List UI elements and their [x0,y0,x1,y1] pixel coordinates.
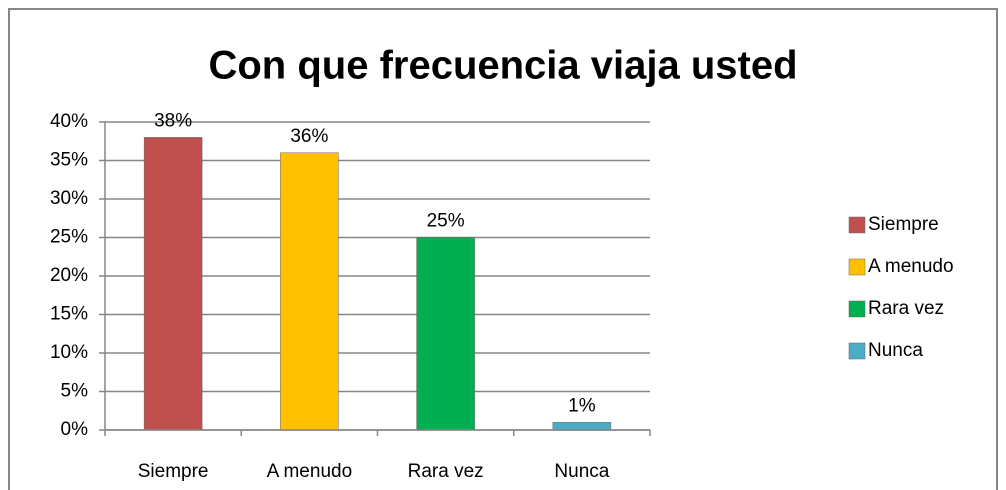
data-label: 38% [154,110,192,131]
legend-label: Nunca [868,340,923,361]
y-tick-label: 40% [50,111,88,132]
legend-label: Rara vez [868,298,944,319]
legend-swatch [848,216,866,234]
legend-swatch [848,342,866,360]
legend-swatch [848,258,866,276]
data-label: 36% [290,126,328,147]
bar [280,152,339,431]
y-tick-label: 35% [50,150,88,171]
y-tick-label: 20% [50,265,88,286]
y-tick-label: 10% [50,342,88,363]
legend-swatch [848,300,866,318]
data-label: 1% [568,395,596,416]
data-label: 25% [427,211,465,232]
x-tick-label: Rara vez [408,461,484,482]
chart-title: Con que frecuencia viaja usted [208,44,797,88]
legend-label: Siempre [868,214,939,235]
y-tick-label: 25% [50,227,88,248]
bar [552,422,612,431]
y-tick-label: 15% [50,304,88,325]
bar [143,137,203,431]
bar [416,237,475,431]
x-tick-label: Siempre [138,461,209,482]
legend-label: A menudo [868,256,954,277]
y-tick-label: 0% [61,419,89,440]
x-tick-label: A menudo [267,461,353,482]
y-tick-label: 30% [50,188,88,209]
x-tick-label: Nunca [554,461,609,482]
y-tick-label: 5% [61,381,89,402]
